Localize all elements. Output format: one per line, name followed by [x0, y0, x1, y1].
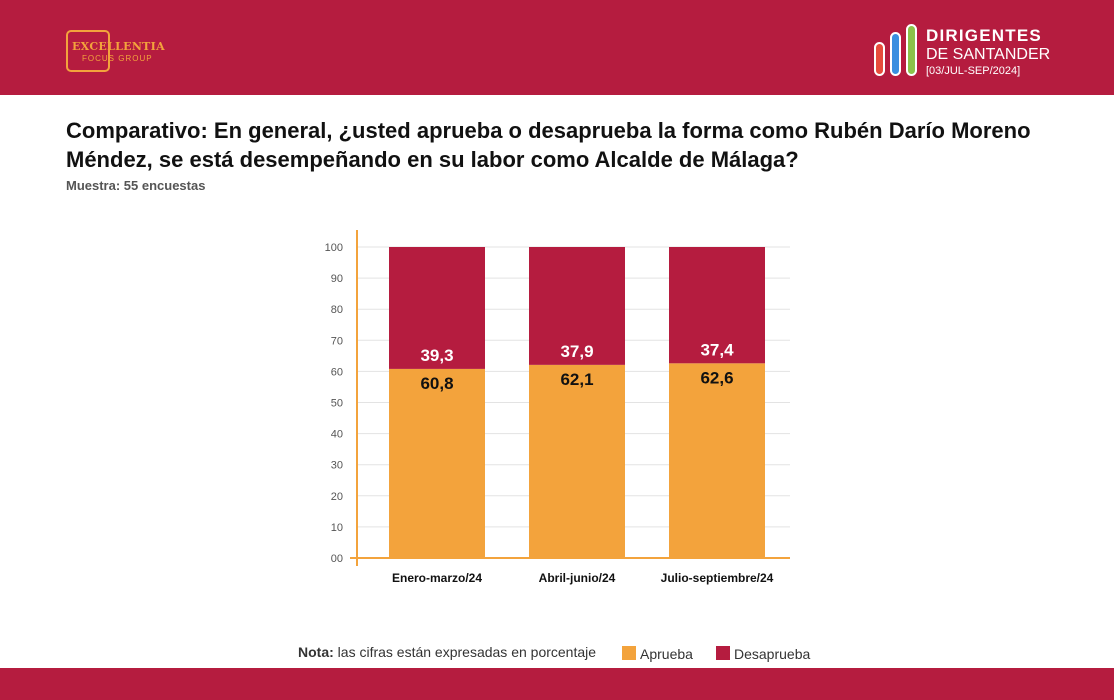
y-tick-label: 50: [331, 398, 343, 410]
note: Nota: las cifras están expresadas en por…: [298, 644, 596, 660]
bar-desaprueba-3: [669, 247, 765, 364]
y-tick-label: 30: [331, 460, 343, 472]
red-bar-icon: [874, 42, 885, 76]
y-tick-label: 60: [331, 366, 343, 378]
logo-subtitle-right: DE SANTANDER: [926, 46, 1051, 63]
x-category-label: Abril-junio/24: [539, 571, 616, 585]
bar-aprueba-2: [529, 364, 625, 558]
data-label-aprueba: 60,8: [420, 374, 453, 393]
header-bar: EXCELLENTIA FOCUS GROUP DIRIGENTES DE SA…: [0, 0, 1114, 95]
x-category-label: Julio-septiembre/24: [661, 571, 774, 585]
data-label-desaprueba: 37,9: [560, 342, 593, 361]
legend-label-aprueba: Aprueba: [640, 646, 693, 662]
note-text: las cifras están expresadas en porcentaj…: [333, 644, 597, 660]
data-label-desaprueba: 37,4: [700, 340, 734, 359]
note-label: Nota:: [298, 644, 334, 660]
y-tick-label: 40: [331, 429, 343, 441]
logo-frame-icon: [66, 30, 110, 72]
data-label-aprueba: 62,6: [700, 368, 733, 387]
data-label-desaprueba: 39,3: [420, 346, 453, 365]
y-tick-label: 100: [325, 242, 343, 254]
stacked-bar-chart: 00 10 20 30 40 50 60 70 80 90 100 60,8 39,3 Enero-mar…: [325, 230, 790, 585]
page-title: Comparativo: En general, ¿usted aprueba …: [66, 118, 1031, 172]
blue-bar-icon: [890, 32, 901, 76]
sample-size: Muestra: 55 encuestas: [66, 178, 206, 193]
y-tick-label: 20: [331, 491, 343, 503]
legend-label-desaprueba: Desaprueba: [734, 646, 811, 662]
footer-bar: [0, 668, 1114, 700]
bar-aprueba-3: [669, 363, 765, 558]
y-tick-label: 90: [331, 273, 343, 285]
data-label-aprueba: 62,1: [560, 370, 593, 389]
legend-swatch-aprueba: [622, 646, 636, 660]
x-category-label: Enero-marzo/24: [392, 571, 482, 585]
y-tick-label: 10: [331, 522, 343, 534]
bar-desaprueba-1: [389, 247, 485, 369]
legend-swatch-desaprueba: [716, 646, 730, 660]
y-tick-label: 80: [331, 304, 343, 316]
y-tick-label: 70: [331, 335, 343, 347]
logo-name: EXCELLENTIA: [72, 40, 165, 53]
y-tick-label: 00: [331, 553, 343, 565]
green-bar-icon: [906, 24, 917, 76]
dirigentes-logo: DIRIGENTES DE SANTANDER [03/JUL-SEP/2024…: [872, 22, 1072, 82]
logo-period: [03/JUL-SEP/2024]: [926, 65, 1021, 77]
logo-title: DIRIGENTES: [926, 26, 1042, 45]
bar-desaprueba-2: [529, 247, 625, 365]
bar-aprueba-1: [389, 368, 485, 558]
logo-subtitle: FOCUS GROUP: [82, 54, 153, 63]
excellentia-logo: EXCELLENTIA FOCUS GROUP: [66, 30, 176, 80]
